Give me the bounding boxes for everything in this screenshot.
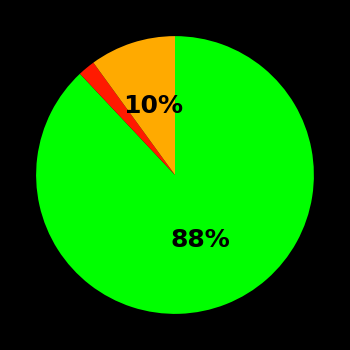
Wedge shape [36,36,314,314]
Text: 88%: 88% [171,228,230,252]
Wedge shape [80,63,175,175]
Wedge shape [93,36,175,175]
Text: 10%: 10% [123,94,183,118]
